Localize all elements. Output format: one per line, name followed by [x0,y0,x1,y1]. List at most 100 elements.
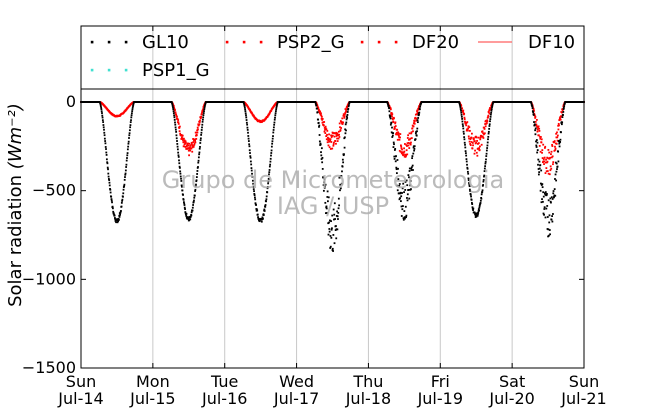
data-point [265,200,268,203]
data-point [552,163,554,166]
data-point [410,188,412,190]
data-point [199,142,202,144]
data-point [541,200,544,203]
data-point [103,137,106,140]
data-point [469,138,472,140]
data-point [550,153,552,156]
data-point [489,120,491,123]
data-point [101,112,103,115]
data-point [475,136,478,139]
data-point [249,109,251,111]
y-tick-label: −1500 [22,358,76,377]
data-point [121,199,124,202]
data-point [402,154,405,156]
data-point [254,198,257,201]
data-point [192,138,194,140]
data-point [413,119,416,122]
data-point [122,188,125,191]
data-point [174,109,176,111]
data-point [248,143,251,146]
data-point [335,131,338,134]
data-point [325,135,328,138]
data-point [131,108,134,111]
data-point [553,195,556,198]
data-point [473,138,475,140]
data-point [323,178,326,181]
data-point [389,107,392,110]
data-point [343,146,346,149]
x-tick-label-date: Jul-14 [57,389,103,408]
data-point [468,188,471,191]
data-point [101,116,104,119]
data-point [489,113,492,116]
data-point [326,133,328,136]
data-point [544,145,547,148]
data-point [246,128,249,131]
data-point [340,175,343,177]
data-point [548,173,551,176]
data-point [346,106,349,109]
data-point [542,143,545,146]
data-point [470,136,473,139]
data-point [412,125,415,128]
data-point [342,154,345,157]
data-point [475,212,478,215]
legend-item-df10: DF10 [478,32,575,53]
data-point [103,134,106,137]
data-point [202,108,205,110]
data-point [537,168,540,170]
data-point [194,188,197,191]
data-point [482,179,485,181]
data-point [563,105,566,108]
data-point [271,142,274,145]
data-point [103,128,105,131]
data-point [181,137,184,140]
y-axis: 0 −500 −1000 −1500 [22,92,584,377]
data-point [478,209,480,212]
data-point [317,121,320,124]
data-point [473,152,476,155]
data-point [332,234,335,236]
data-point [189,149,192,152]
data-point [115,221,117,224]
data-point [484,125,487,128]
data-point [539,189,542,192]
data-point [179,172,182,175]
data-point [554,145,556,148]
data-point [483,175,485,178]
data-point [535,139,538,141]
data-point [393,126,396,128]
data-point [195,183,197,186]
data-point [195,137,198,140]
data-point [337,211,340,214]
data-point [182,145,185,148]
data-point [465,154,468,157]
data-point [558,118,561,121]
data-point [178,165,181,168]
data-point [174,121,176,124]
data-point [329,139,332,142]
data-point [415,134,418,137]
data-point [466,170,469,173]
data-point [465,124,468,127]
data-point [415,117,418,120]
data-point [176,145,179,148]
data-point [470,195,472,198]
data-point [339,126,341,129]
data-point [394,148,397,150]
data-point [491,104,494,107]
data-point [536,141,539,144]
data-point [131,106,134,109]
data-point [106,166,109,169]
data-point [334,218,336,220]
data-point [323,186,326,189]
data-point [412,169,414,171]
data-point [399,150,402,153]
data-point [245,116,248,119]
data-point [247,137,250,140]
data-point [544,216,547,219]
data-point [460,109,462,112]
data-point [329,219,331,222]
data-point [243,103,246,106]
data-point [265,198,268,201]
